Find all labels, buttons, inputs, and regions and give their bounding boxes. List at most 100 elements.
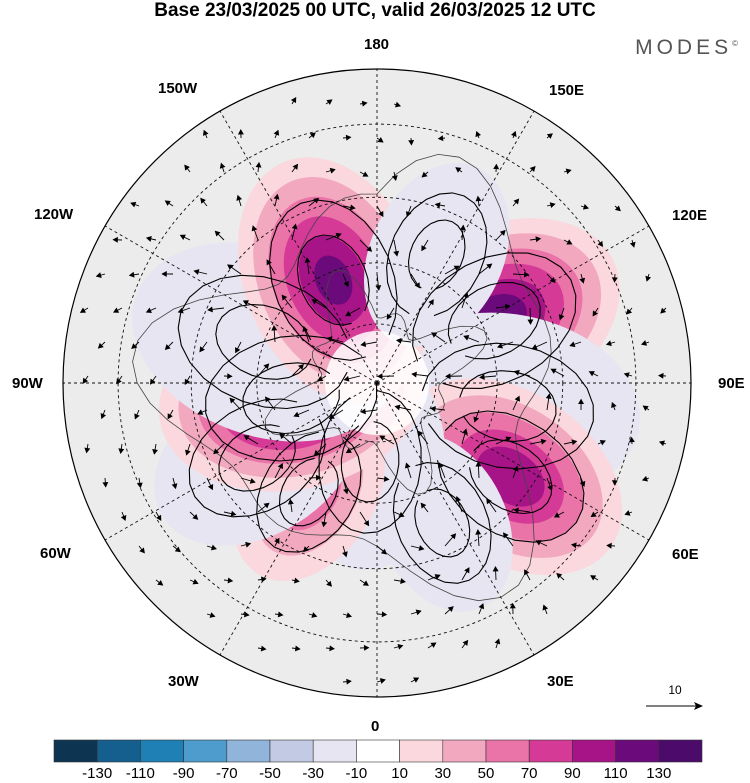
wind-arrow-head [437, 135, 444, 142]
wind-arrow-head [428, 299, 434, 306]
wind-arrow-head [361, 100, 368, 107]
wind-arrow-head [524, 569, 530, 576]
streamline [256, 431, 362, 553]
wind-arrow-head [243, 435, 250, 441]
wind-arrow-head [590, 575, 597, 581]
wind-arrow-head [164, 200, 171, 206]
wind-arrow-head [549, 202, 556, 209]
wind-arrow-head [550, 368, 557, 374]
streamline [268, 199, 398, 361]
wind-arrow-head [237, 129, 244, 135]
wind-arrow-head [134, 413, 140, 420]
wind-arrow-head [553, 512, 560, 518]
wind-arrow-head [362, 580, 369, 586]
wind-arrow-head [311, 299, 318, 305]
wind-arrow-head [120, 514, 127, 522]
wind-arrow-head [293, 411, 300, 418]
meridian-line [219, 382, 378, 656]
wind-arrow-head [546, 133, 553, 139]
wind-arrow-head [335, 232, 342, 239]
wind-arrow-head [251, 225, 258, 232]
wind-arrow-head [658, 372, 664, 379]
wind-arrow-head [421, 171, 428, 178]
wind-arrow-head [263, 363, 270, 370]
meridian-line [219, 110, 378, 384]
wind-arrow-head [492, 565, 499, 572]
wind-arrow-head [513, 507, 519, 514]
wind-arrow-head [294, 645, 301, 652]
anomaly-center-10 [364, 163, 510, 347]
wind-arrow-head [462, 291, 469, 299]
wind-arrow-head [450, 533, 457, 540]
wind-arrow-head [302, 325, 309, 333]
wind-arrow-head [398, 511, 405, 518]
wind-arrow-head [445, 373, 451, 380]
wind-arrow-head [475, 529, 482, 535]
wind-arrow-head [462, 639, 469, 646]
wind-arrow-head [523, 271, 530, 278]
wind-arrow-head [571, 439, 578, 446]
wind-arrow-head [566, 239, 573, 245]
wind-arrow-head [326, 336, 333, 343]
wind-arrow-head [227, 577, 234, 584]
wind-arrow-head [514, 395, 520, 402]
wind-arrow-head [641, 475, 648, 482]
wind-arrow-head [345, 447, 352, 454]
wind-arrow-head [624, 510, 631, 516]
wind-arrow-head [209, 612, 216, 618]
wind-arrow-head [227, 373, 233, 380]
wind-arrow-head [379, 678, 386, 684]
streamline [278, 457, 339, 527]
wind-arrow-head [504, 303, 511, 310]
wind-arrow-head [184, 378, 191, 385]
wind-arrow-head [542, 604, 549, 611]
wind-arrow-head [447, 606, 454, 612]
lon-label-120w: 120W [34, 206, 74, 223]
colorbar-swatch [615, 739, 660, 763]
lon-label-30w: 30W [168, 673, 199, 690]
wind-arrow-head [366, 245, 373, 252]
wind-arrow-head [378, 210, 384, 218]
wind-arrow-head [459, 224, 466, 231]
wind-arrow-head [230, 510, 237, 517]
wind-arrow-head [473, 416, 479, 423]
wind-arrow-head [658, 440, 665, 447]
streamline [188, 398, 326, 518]
wind-arrow-head [505, 436, 512, 443]
wind-arrow-head [405, 211, 412, 218]
streamline [242, 362, 340, 435]
wind-arrow-head [511, 130, 517, 137]
streamline [296, 234, 370, 326]
reference-vector: 10 [646, 683, 703, 710]
wind-arrow-head [547, 484, 553, 491]
wind-arrow-head [413, 677, 420, 683]
wind-arrow-head [578, 398, 585, 405]
wind-arrow-head [145, 307, 152, 314]
wind-arrow-head [343, 375, 350, 382]
wind-arrow-head [611, 480, 618, 486]
meridian-line [376, 225, 650, 384]
wind-arrow-head [149, 378, 156, 385]
colorbar-tick-label: 30 [434, 765, 452, 782]
wind-arrow-head [486, 263, 493, 270]
colorbar-swatch [226, 739, 271, 763]
streamline [436, 410, 585, 543]
wind-arrow-head [496, 342, 504, 349]
wind-arrow-head [293, 577, 300, 584]
wind-arrow-head [430, 405, 436, 412]
wind-arrow-head [287, 498, 294, 505]
wind-arrow-head [404, 462, 411, 469]
wind-arrow-head [570, 542, 577, 549]
wind-arrow-head [185, 449, 191, 456]
wind-arrow-head [328, 413, 335, 420]
meridian-line [376, 110, 535, 384]
wind-arrow-head [377, 137, 384, 143]
wind-arrow-head [463, 335, 470, 341]
wind-arrow-head [545, 393, 552, 400]
wind-vectors [79, 96, 667, 685]
colorbar-tick-label: -30 [302, 765, 325, 782]
wind-arrow-head [245, 541, 252, 548]
wind-arrow-head [207, 306, 213, 313]
wind-arrow-head [167, 413, 173, 420]
wind-arrow-head [455, 167, 462, 173]
